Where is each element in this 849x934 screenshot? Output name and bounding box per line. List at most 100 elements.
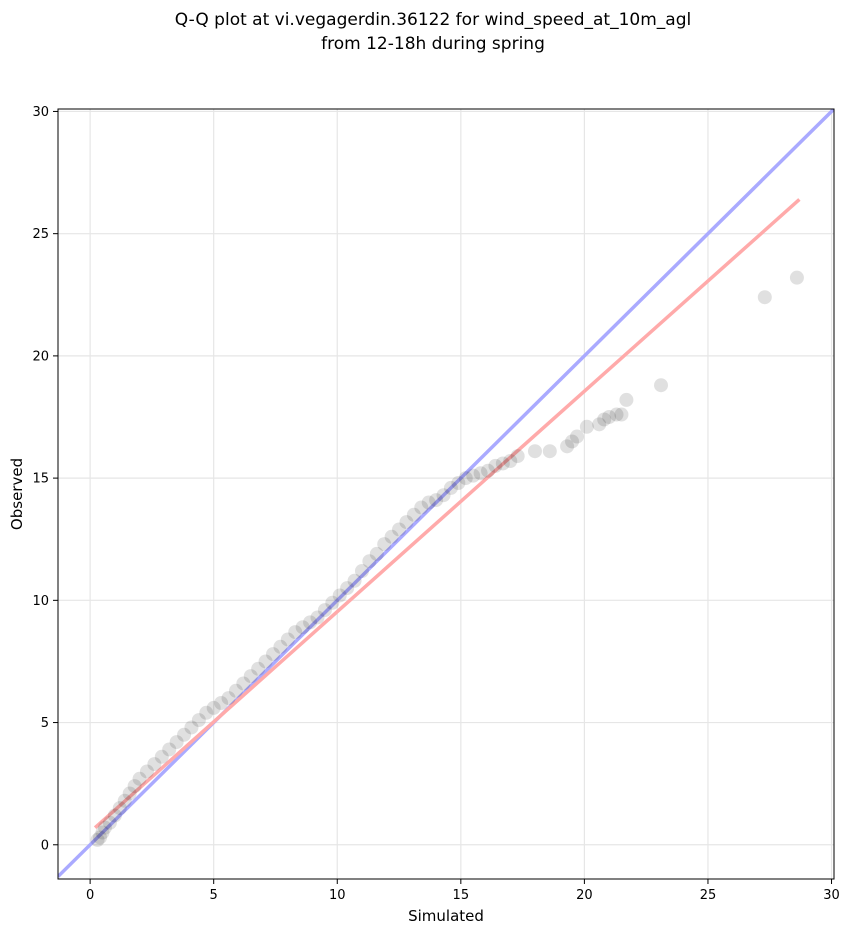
data-point [93,830,108,845]
data-point [429,493,444,508]
data-point [236,676,251,691]
data-points [90,270,804,847]
data-point [251,661,266,676]
data-point [542,444,557,459]
data-point [191,713,206,728]
data-point [206,700,221,715]
data-point [117,793,132,808]
data-point [503,454,518,468]
y-tick-label: 30 [32,105,49,120]
data-point [177,727,192,742]
data-point [654,378,669,393]
data-point [609,407,624,422]
data-point [228,683,243,698]
data-point [510,449,525,464]
data-point [214,696,229,710]
data-point [495,456,510,471]
chart-title-line2: from 12-18h during spring [321,34,545,54]
data-point [421,495,436,510]
data-point [310,610,325,625]
data-point [377,537,392,552]
x-tick-label: 0 [86,888,94,903]
data-point [169,735,184,750]
data-point [95,825,110,840]
data-point [619,392,634,407]
data-point [789,270,804,285]
data-point [132,771,147,786]
data-point [458,471,473,486]
y-tick-label: 25 [32,227,49,242]
data-point [399,515,414,530]
data-point [579,419,594,434]
plot-frame [57,108,835,880]
data-point [154,749,169,764]
data-point [90,832,105,847]
y-tick-label: 15 [32,472,49,487]
reference-lines [58,109,834,878]
data-point [592,417,607,432]
data-point [340,581,355,596]
y-tick-label: 5 [41,716,49,731]
data-point [280,632,295,647]
data-point [451,476,466,490]
data-point [392,522,407,537]
data-point [221,691,236,706]
data-point [560,439,575,454]
data-point [139,764,154,779]
data-point [369,546,384,561]
data-point [384,529,399,544]
data-point [565,434,580,449]
data-point [258,654,273,669]
fit-line [93,198,801,829]
data-point [602,410,617,424]
data-point [266,647,281,662]
data-point [97,820,112,835]
data-point [569,429,584,444]
data-point [317,603,332,618]
data-point [473,466,488,481]
y-tick-label: 20 [32,349,49,364]
grid-lines [58,109,834,879]
data-point [303,615,318,630]
data-point [414,500,429,515]
data-point [273,639,288,654]
x-tick-label: 5 [210,888,218,903]
data-point [597,412,612,427]
x-tick-label: 10 [329,888,346,903]
y-axis-ticks: 0 5 10 15 20 25 30 [32,105,58,853]
data-point [102,815,117,830]
x-tick-label: 15 [453,888,470,903]
x-tick-label: 20 [576,888,593,903]
data-point [243,669,258,684]
data-point [757,290,772,305]
data-point [466,468,481,483]
data-point [184,720,199,735]
data-point [614,407,629,422]
data-point [354,564,369,578]
x-axis-ticks: 0 5 10 15 20 25 30 [86,879,840,903]
chart-title-line1: Q-Q plot at vi.vegagerdin.36122 for wind… [175,10,691,30]
x-tick-label: 30 [823,888,840,903]
data-point [162,742,177,757]
x-axis-label: Simulated [408,907,484,925]
data-point [122,786,137,801]
data-point [527,444,542,459]
data-point [199,705,214,720]
data-point [436,488,451,503]
data-point [112,801,127,816]
data-point [147,757,162,772]
x-tick-label: 25 [700,888,717,903]
data-point [288,625,303,640]
data-point [127,779,142,794]
data-point [406,507,421,522]
data-point [481,463,496,478]
data-point [107,808,122,823]
y-axis-label: Observed [8,458,26,530]
data-point [443,480,458,495]
data-point [325,595,340,610]
data-point [295,620,310,635]
data-point [362,554,377,569]
data-point [347,573,362,588]
identity-line [58,109,834,878]
